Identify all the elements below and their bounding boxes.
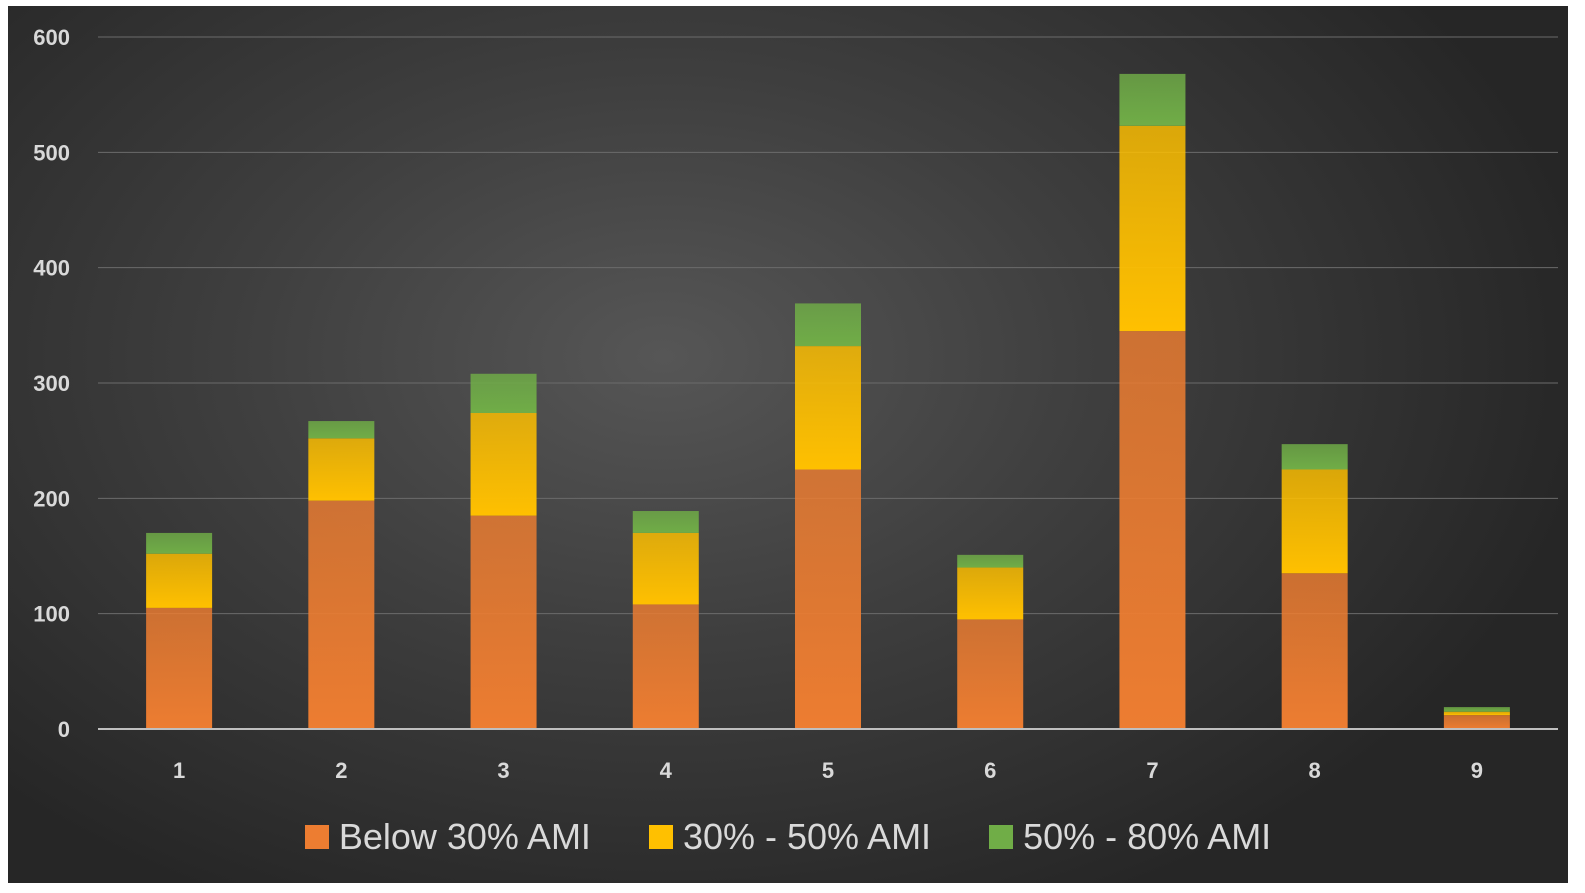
bar-50-80-ami-3 xyxy=(470,373,537,413)
y-tick-label: 500 xyxy=(33,140,70,165)
bar-30-50-ami-6 xyxy=(957,567,1024,620)
bar-below-30-ami-2 xyxy=(308,500,375,729)
bar-below-30-ami-9 xyxy=(1443,715,1510,729)
bars xyxy=(146,73,1510,729)
legend-swatch xyxy=(304,825,329,849)
bar-below-30-ami-1 xyxy=(146,607,213,729)
bar-30-50-ami-7 xyxy=(1119,125,1186,332)
legend-item: 30% - 50% AMI xyxy=(648,816,932,858)
x-tick-label: 8 xyxy=(1309,758,1321,783)
bar-below-30-ami-3 xyxy=(470,515,537,729)
bar-below-30-ami-8 xyxy=(1281,573,1348,729)
stacked-bar-chart: 0 100 200 300 400 500 600 1 2 3 4 5 6 7 8 9 xyxy=(33,25,1558,783)
bar-30-50-ami-8 xyxy=(1281,469,1348,574)
legend-swatch xyxy=(648,825,673,849)
tick-labels: 0 100 200 300 400 500 600 1 2 3 4 5 6 7 8 9 xyxy=(33,25,1483,783)
x-tick-label: 6 xyxy=(984,758,996,783)
x-tick-label: 4 xyxy=(660,758,673,783)
bar-below-30-ami-6 xyxy=(957,619,1024,729)
bar-below-30-ami-4 xyxy=(632,604,699,729)
x-tick-label: 7 xyxy=(1146,758,1158,783)
legend-label: 50% - 80% AMI xyxy=(1023,816,1272,857)
bar-30-50-ami-9 xyxy=(1443,711,1510,716)
legend: Below 30% AMI 30% - 50% AMI 50% - 80% AMI xyxy=(8,812,1568,862)
y-tick-label: 0 xyxy=(58,717,70,742)
x-tick-label: 5 xyxy=(822,758,834,783)
bar-below-30-ami-5 xyxy=(795,469,861,729)
x-tick-label: 9 xyxy=(1471,758,1483,783)
bar-50-80-ami-4 xyxy=(632,511,699,533)
bar-50-80-ami-7 xyxy=(1119,73,1186,126)
bar-50-80-ami-5 xyxy=(795,303,861,347)
legend-label: 30% - 50% AMI xyxy=(682,816,932,857)
legend-swatch xyxy=(989,825,1014,849)
y-tick-label: 600 xyxy=(33,25,70,50)
x-tick-label: 2 xyxy=(335,758,347,783)
bar-30-50-ami-2 xyxy=(308,438,375,501)
bar-50-80-ami-8 xyxy=(1281,444,1348,470)
bar-50-80-ami-1 xyxy=(146,532,213,554)
legend-item: 50% - 80% AMI xyxy=(989,816,1271,858)
bar-50-80-ami-6 xyxy=(957,554,1024,568)
bar-30-50-ami-3 xyxy=(470,412,537,516)
bar-30-50-ami-4 xyxy=(632,532,699,605)
chart-area: 0 100 200 300 400 500 600 1 2 3 4 5 6 7 8 9 Below 30% A… xyxy=(8,6,1568,883)
bar-50-80-ami-9 xyxy=(1443,707,1510,712)
x-tick-label: 1 xyxy=(173,758,185,783)
y-tick-label: 100 xyxy=(33,602,70,627)
y-tick-label: 300 xyxy=(33,371,70,396)
bar-50-80-ami-2 xyxy=(308,421,375,439)
y-tick-label: 400 xyxy=(33,256,70,281)
y-tick-label: 200 xyxy=(33,486,70,511)
bar-30-50-ami-1 xyxy=(146,553,213,608)
x-tick-label: 3 xyxy=(497,758,509,783)
legend-label: Below 30% AMI xyxy=(338,816,591,857)
bar-30-50-ami-5 xyxy=(795,346,861,470)
bar-below-30-ami-7 xyxy=(1119,331,1186,729)
legend-item: Below 30% AMI xyxy=(304,816,591,858)
